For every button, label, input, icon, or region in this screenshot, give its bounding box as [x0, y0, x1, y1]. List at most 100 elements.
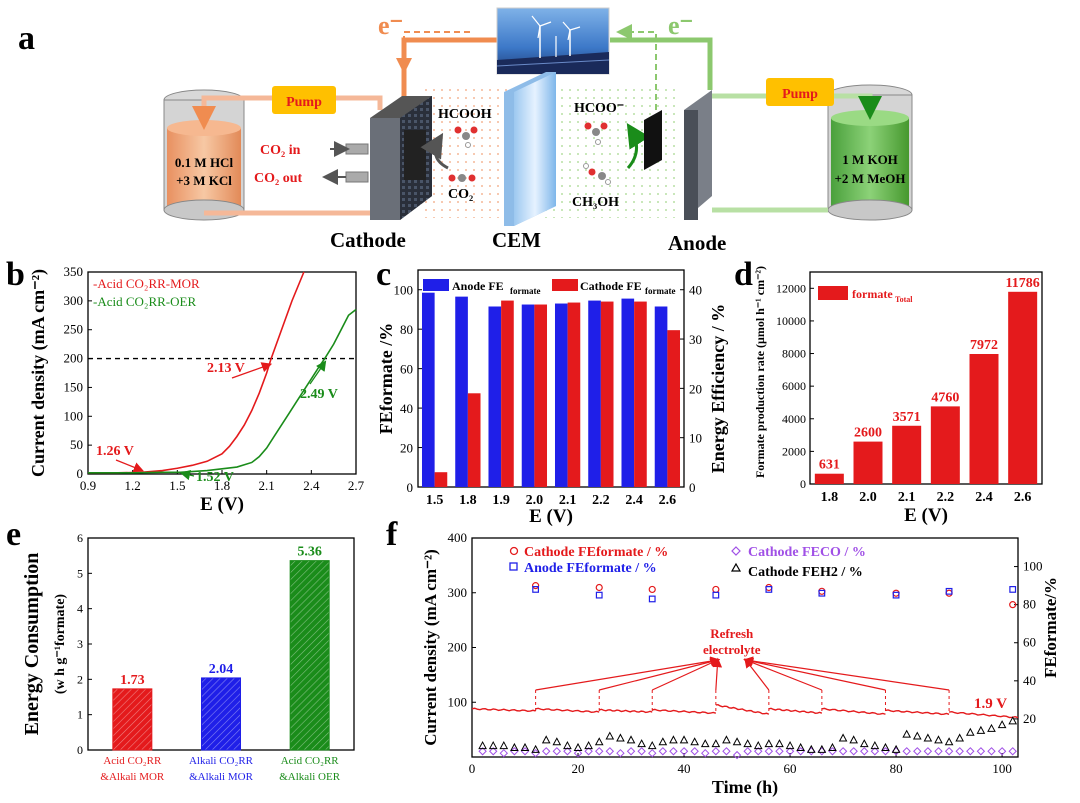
bar-cathode	[534, 304, 548, 487]
cathode-fe-h2-point	[584, 741, 593, 750]
cathode-fe-formate-point	[712, 585, 720, 594]
y-right-axis-label: FEformate/%	[1041, 577, 1060, 678]
bar-anode	[488, 306, 502, 487]
y-tick-label: 4000	[782, 412, 806, 426]
current-density-segment	[599, 708, 653, 714]
current-density-segment	[652, 708, 717, 715]
cathode-fe-formate-point	[765, 583, 773, 592]
anode-catalyst	[644, 110, 662, 170]
y-tick-label: 1	[77, 708, 83, 722]
legend-anode: Anode FE	[452, 279, 504, 293]
refresh-arrow	[651, 658, 720, 691]
cathode-label: Cathode	[330, 228, 406, 252]
cathode-fe-h2-point	[987, 723, 996, 732]
cathode-fe-co-point	[870, 747, 880, 756]
x-tick-label: 100	[992, 761, 1012, 776]
cathode-fe-h2-point	[531, 744, 540, 753]
x-tick-label: 1.5	[169, 478, 185, 493]
cathode-fe-co-point	[584, 747, 593, 756]
y-tick-label: 60	[400, 362, 413, 377]
electron-flow-right	[616, 24, 657, 110]
cathode-fe-co-point	[944, 747, 954, 756]
y-tick-label: 5	[77, 566, 83, 580]
anode-fe-formate-point	[765, 586, 773, 593]
cathode-fe-co-point	[955, 747, 964, 756]
cathode-fe-co-point	[775, 747, 784, 756]
cathode-fe-h2-point	[478, 741, 487, 750]
refresh-label-line2: electrolyte	[703, 642, 761, 657]
y-tick-label: 12000	[776, 281, 806, 295]
y-tick-label: 0	[77, 466, 84, 481]
bar-data-label: 631	[819, 458, 840, 473]
x-tick-label: 2.4	[303, 478, 320, 493]
bar-cathode	[600, 301, 614, 487]
anolyte-line1: 1 M KOH	[842, 152, 898, 167]
bar	[853, 441, 883, 484]
legend-marker-anode-formate	[509, 562, 518, 571]
anode-fe-formate-point	[712, 591, 720, 599]
x-tick-label: 1.8	[214, 478, 230, 493]
pump-left	[272, 86, 336, 114]
cathode-fe-h2-point	[711, 739, 721, 748]
y-tick-label: 20	[400, 441, 413, 456]
bar-anode	[621, 298, 635, 487]
chart-b: 0.9 1.2 1.5 1.8 2.1 2.4 2.7 0 50 100 150 200 250 300 3…	[28, 264, 365, 515]
cathode-fe-h2-point	[796, 742, 805, 751]
cathode-fe-h2-point	[828, 742, 837, 751]
current-density-segment	[715, 704, 770, 715]
electron-label-right: e⁻	[668, 11, 693, 40]
chart-c: 1.5 1.8 1.9 2.0 2.1 2.2 2.4 2.6 0 20 40 60 80 100 0 10 2…	[376, 269, 728, 527]
co2-out-label: CO₂ out	[254, 171, 302, 186]
cathode-fe-h2-point	[955, 733, 965, 742]
cathode-fe-co-point	[997, 747, 1007, 756]
x-tick-label: 60	[784, 761, 797, 776]
cathode-fe-h2-point	[573, 742, 583, 751]
annotation-oer-onset: 1.52 V	[196, 470, 234, 485]
formic-acid-molecule	[454, 126, 478, 148]
cathode-fe-co-point	[573, 748, 583, 758]
chart-d: 631 1.8 2600 2.0 3571 2.1 4760 2.2 7972 2.4 11786 2…	[753, 266, 1043, 526]
cathode-fe-h2-point	[859, 739, 869, 748]
legend-cathode-subscript: formate	[645, 286, 675, 296]
bar-data-label: 2600	[854, 426, 882, 441]
x-tick-label: 2.2	[937, 490, 955, 505]
y-right-tick-label: 30	[689, 332, 702, 347]
x-tick-label: 1.9	[492, 493, 510, 508]
panel-letter-d: d	[734, 256, 753, 293]
cathode-electrode	[370, 96, 432, 220]
y-right-tick-label: 80	[1023, 597, 1036, 612]
y-tick-label: 50	[70, 437, 83, 452]
cathode-fe-formate-point	[818, 587, 826, 595]
y-tick-label: 4	[77, 602, 83, 616]
methanol-molecule	[583, 163, 611, 185]
y-right-tick-label: 40	[1023, 673, 1036, 688]
co2-label: CO₂	[448, 187, 473, 202]
x-tick-label: &Alkali MOR	[189, 771, 254, 783]
cathode-fe-co-point	[743, 747, 752, 756]
current-density-segment	[768, 707, 823, 714]
anode-fe-formate-point	[892, 591, 900, 599]
legend-cathode-h2: Cathode FEH2 / %	[748, 565, 863, 580]
y-right-tick-label: 10	[689, 431, 702, 446]
y-right-axis-label: Energy Efficiency / %	[708, 304, 728, 473]
x-tick-label: 1.2	[125, 478, 141, 493]
anode-fe-formate-point	[945, 587, 953, 595]
bar-anode	[554, 303, 568, 487]
cathode-fe-h2-point	[541, 735, 551, 744]
cathode-fe-co-point	[913, 747, 922, 756]
cathode-fe-h2-point	[499, 741, 509, 750]
cathode-fe-h2-point	[700, 739, 710, 748]
y-tick-label: 100	[64, 408, 84, 423]
y-tick-label: 200	[448, 640, 468, 655]
x-tick-label: 2.0	[859, 490, 877, 505]
cathode-fe-h2-point	[881, 742, 890, 751]
refresh-arrow	[535, 656, 721, 691]
cathode-fe-h2-point	[775, 739, 784, 748]
bar-anode	[455, 296, 468, 487]
refresh-arrow	[743, 656, 950, 691]
annotation-mor-200: 2.13 V	[207, 361, 245, 376]
x-tick-label: Alkali CO₂RR	[189, 755, 254, 767]
anode-fe-formate-point	[532, 586, 540, 593]
panel-letter-b: b	[6, 256, 25, 293]
y-tick-label: 6000	[782, 379, 806, 393]
